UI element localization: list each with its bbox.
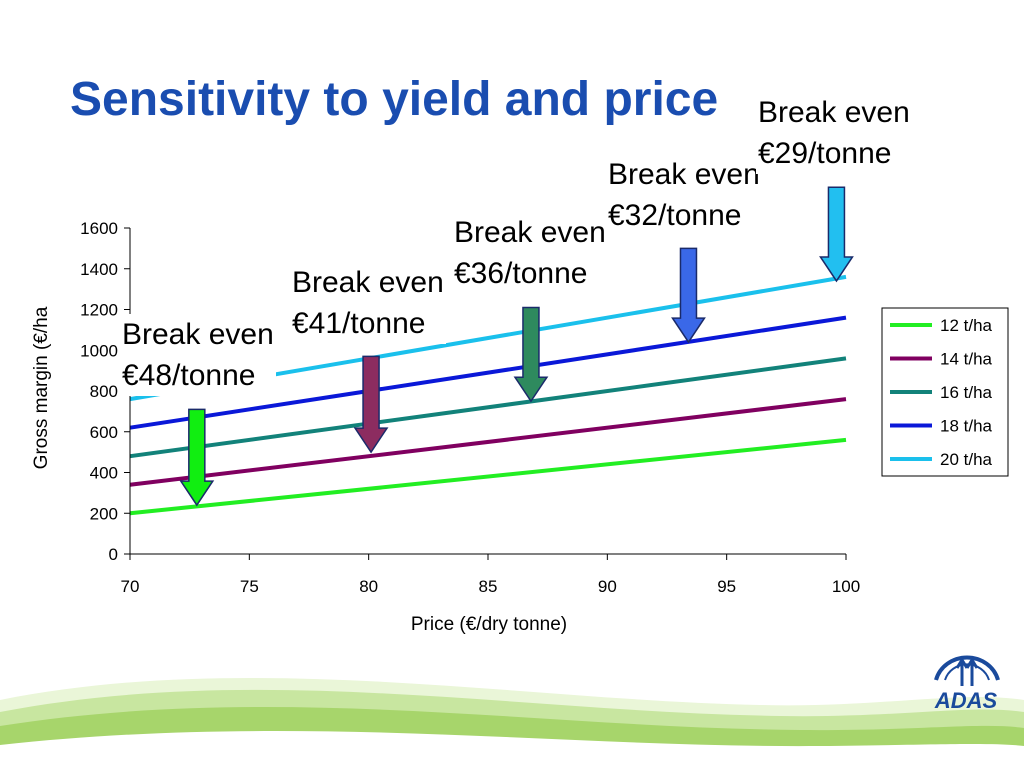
y-tick-label: 1000 bbox=[80, 341, 118, 360]
break-even-arrow bbox=[179, 408, 215, 507]
y-tick-label: 0 bbox=[109, 545, 118, 564]
slide-title: Sensitivity to yield and price bbox=[70, 73, 719, 126]
x-axis: 70 75 80 85 90 95 100 bbox=[121, 553, 860, 596]
break-even-arrow bbox=[819, 186, 854, 283]
callout-line-2: €32/tonne bbox=[608, 199, 742, 232]
logo-text: ADAS bbox=[934, 688, 998, 713]
break-even-callout: Break even €48/tonne bbox=[120, 314, 276, 396]
callout-line-2: €41/tonne bbox=[292, 307, 426, 340]
series-line-18-t-ha bbox=[129, 315, 847, 430]
callout-line-2: €48/tonne bbox=[122, 359, 256, 392]
break-even-callout: Break even €29/tonne bbox=[756, 92, 912, 174]
legend-items: 12 t/ha 14 t/ha 16 t/ha 18 t/ha 20 t/ha bbox=[890, 316, 993, 469]
callout-line-1: Break even bbox=[454, 216, 606, 249]
break-even-arrow bbox=[513, 306, 549, 403]
break-even-callout: Break even €32/tonne bbox=[606, 154, 762, 236]
footer-swoosh bbox=[0, 677, 1024, 768]
logo-arch-inner bbox=[944, 663, 990, 681]
x-tick-label: 80 bbox=[359, 577, 378, 596]
x-tick-label: 95 bbox=[717, 577, 736, 596]
logo-tines bbox=[955, 657, 979, 686]
legend-label: 12 t/ha bbox=[940, 316, 993, 335]
break-even-arrows bbox=[179, 186, 854, 507]
y-tick-label: 800 bbox=[90, 382, 118, 401]
callout-line-1: Break even bbox=[758, 96, 910, 129]
legend-label: 14 t/ha bbox=[940, 350, 993, 369]
y-tick-label: 600 bbox=[90, 423, 118, 442]
break-even-callout: Break even €36/tonne bbox=[452, 212, 608, 294]
callout-line-2: €36/tonne bbox=[454, 257, 588, 290]
y-tick-label: 1200 bbox=[80, 301, 118, 320]
callout-line-1: Break even bbox=[292, 266, 444, 299]
series-line-16-t-ha bbox=[129, 356, 847, 459]
callout-line-2: €29/tonne bbox=[758, 137, 892, 170]
x-tick-label: 75 bbox=[240, 577, 259, 596]
legend: 12 t/ha 14 t/ha 16 t/ha 18 t/ha 20 t/ha bbox=[881, 307, 1009, 477]
legend-label: 20 t/ha bbox=[940, 450, 993, 469]
logo-arch bbox=[934, 655, 1000, 681]
break-even-callout: Break even €41/tonne bbox=[290, 262, 446, 344]
break-even-arrow bbox=[671, 247, 706, 344]
x-ticks: 70 75 80 85 90 95 100 bbox=[121, 554, 860, 596]
callout-line-1: Break even bbox=[608, 158, 760, 191]
y-tick-label: 1600 bbox=[80, 219, 118, 238]
x-tick-label: 100 bbox=[832, 577, 860, 596]
y-ticks: 0 200 400 600 800 1000 1200 1400 1600 bbox=[80, 219, 130, 564]
x-tick-label: 70 bbox=[121, 577, 140, 596]
x-tick-label: 85 bbox=[479, 577, 498, 596]
y-tick-label: 1400 bbox=[80, 260, 118, 279]
series-line-12-t-ha bbox=[129, 437, 847, 516]
legend-label: 16 t/ha bbox=[940, 383, 993, 402]
adas-logo: ADAS bbox=[934, 655, 1000, 713]
y-axis-title: Gross margin (€/ha bbox=[31, 306, 52, 469]
x-axis-title: Price (€/dry tonne) bbox=[411, 614, 567, 635]
callout-line-1: Break even bbox=[122, 318, 274, 351]
y-tick-label: 200 bbox=[90, 504, 118, 523]
break-even-arrow bbox=[353, 355, 389, 454]
y-tick-label: 400 bbox=[90, 464, 118, 483]
series-line-14-t-ha bbox=[129, 397, 847, 487]
legend-label: 18 t/ha bbox=[940, 417, 993, 436]
x-tick-label: 90 bbox=[598, 577, 617, 596]
